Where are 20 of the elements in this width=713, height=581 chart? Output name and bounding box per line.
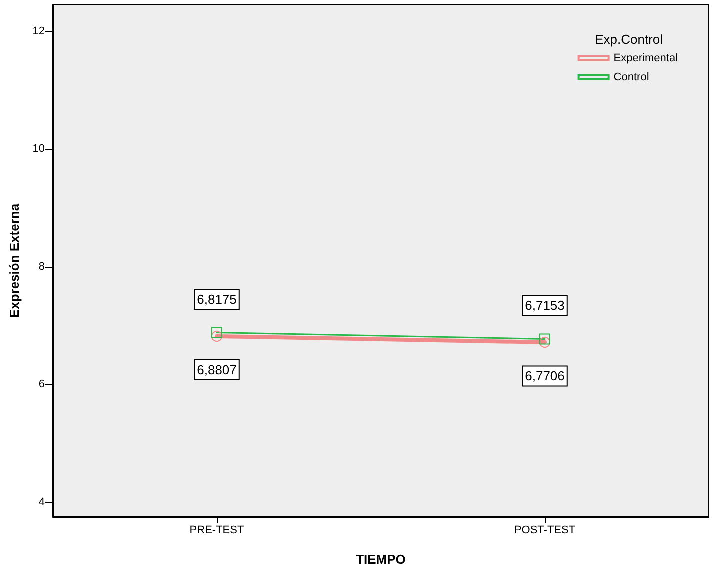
y-tick-label: 4 [38,496,45,508]
y-tick-label: 12 [32,25,45,38]
data-label: 6,8175 [197,292,237,307]
data-label: 6,8807 [197,362,237,378]
point [212,330,222,342]
point [212,327,222,338]
point [540,334,550,345]
legend-title: Exp.Control [595,32,664,47]
point [540,336,550,348]
x-tick-label: PRE-TEST [190,524,244,536]
x-tick-label: POST-TEST [514,524,576,536]
y-tick-label: 10 [32,143,45,156]
x-axis-title: TIEMPO [356,552,406,567]
legend-label: Experimental [614,52,678,64]
y-tick-label: 6 [38,378,45,391]
data-label: 6,7153 [525,298,565,313]
data-label: 6,7706 [525,368,565,384]
legend-label: Control [614,72,650,84]
y-tick-label: 8 [38,260,45,273]
y-axis-title: Expresión Externa [7,203,22,318]
